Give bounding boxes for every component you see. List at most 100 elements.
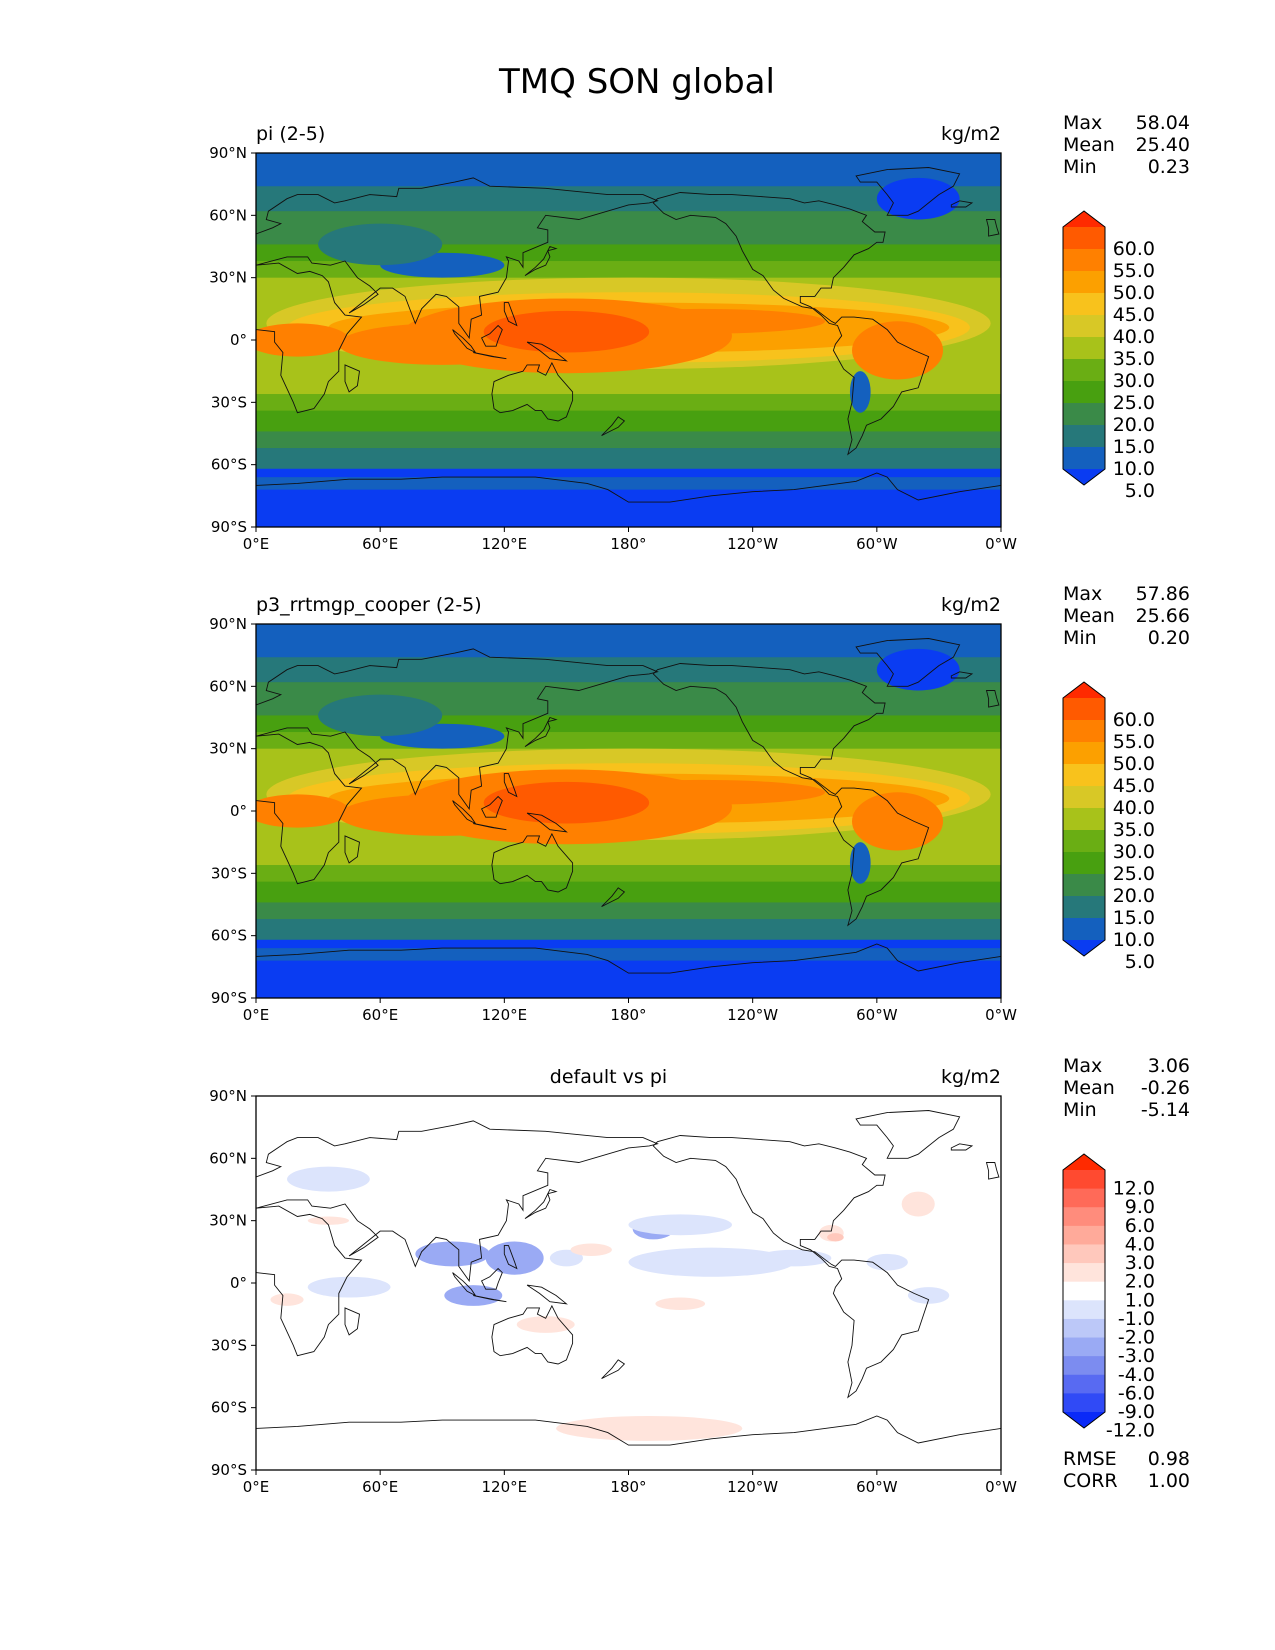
- colorbar-label: 1.0: [1125, 1289, 1155, 1311]
- negative-anomaly: [307, 1276, 391, 1298]
- map-panel: 0°E 60°E 120°E 180° 120°W 60°W 0°W 90°N 60°N 30°N…: [209, 1055, 1190, 1496]
- x-tick-label: 60°W: [856, 535, 898, 553]
- coastline: [985, 219, 1000, 237]
- y-tick-label: 60°S: [211, 1399, 247, 1417]
- colorbar-segment: [1063, 1225, 1105, 1245]
- field-blob: [318, 694, 443, 737]
- coastline: [855, 167, 961, 216]
- colorbar-label: 60.0: [1113, 709, 1155, 731]
- stat-label: Min: [1063, 156, 1097, 178]
- colorbar-label: 9.0: [1125, 1196, 1155, 1218]
- colorbar-label: 20.0: [1113, 414, 1155, 436]
- colorbar-label: -2.0: [1118, 1327, 1155, 1349]
- x-tick-label: 0°W: [985, 1006, 1017, 1024]
- stat-label: Min: [1063, 627, 1097, 649]
- colorbar-segment: [1063, 249, 1105, 272]
- colorbar-segment: [1063, 896, 1105, 919]
- map-field: [256, 624, 1001, 998]
- field-blob: [852, 321, 944, 380]
- y-tick-label: 60°S: [211, 927, 247, 945]
- colorbar-label: 55.0: [1113, 260, 1155, 282]
- y-tick-label: 30°N: [209, 1212, 247, 1230]
- colorbar-segment: [1063, 786, 1105, 809]
- colorbar-segment: [1063, 1263, 1105, 1283]
- positive-anomaly: [556, 1415, 743, 1441]
- x-tick-label: 0°E: [243, 535, 270, 553]
- coastline: [601, 887, 626, 908]
- stat-label: Max: [1063, 1055, 1102, 1077]
- warm-pool-core: [483, 781, 650, 824]
- positive-anomaly: [827, 1233, 844, 1242]
- colorbar-segment: [1063, 381, 1105, 404]
- coastline: [256, 177, 659, 414]
- colorbar-segment: [1063, 742, 1105, 765]
- coastline: [344, 835, 360, 864]
- negative-anomaly: [628, 1247, 795, 1277]
- x-tick-label: 0°E: [243, 1006, 270, 1024]
- coastline: [344, 364, 360, 393]
- colorbar-label: 3.0: [1125, 1252, 1155, 1274]
- colorbar-segment: [1063, 425, 1105, 448]
- map-field: [256, 153, 1001, 527]
- colorbar-segment: [1063, 1300, 1105, 1320]
- colorbar-extend-max: [1063, 1154, 1105, 1170]
- panels: 0°E 60°E 120°E 180° 120°W 60°W 0°W 90°N 60°N 30°N…: [209, 112, 1190, 1496]
- coastline: [480, 795, 503, 818]
- colorbar-segment: [1063, 1244, 1105, 1264]
- colorbar-label: 10.0: [1113, 458, 1155, 480]
- stat-label: Mean: [1063, 1077, 1115, 1099]
- coastline: [526, 1284, 568, 1305]
- colorbar-label: 60.0: [1113, 238, 1155, 260]
- coastline: [344, 1307, 360, 1336]
- colorbar-label: 5.0: [1125, 480, 1155, 502]
- x-tick-label: 0°W: [985, 535, 1017, 553]
- x-tick-label: 120°E: [482, 1006, 528, 1024]
- coastline: [950, 200, 974, 208]
- y-tick-label: 60°N: [209, 1149, 247, 1167]
- coastline: [256, 648, 659, 885]
- coastline: [601, 1359, 626, 1380]
- coastline: [256, 1120, 659, 1357]
- x-tick-label: 120°E: [482, 1478, 528, 1496]
- colorbar-label: 4.0: [1125, 1233, 1155, 1255]
- colorbar-label: -12.0: [1106, 1420, 1155, 1442]
- stat-value: 1.00: [1148, 1470, 1190, 1492]
- colorbar-segment: [1063, 1281, 1105, 1301]
- x-tick-label: 180°: [610, 1478, 646, 1496]
- y-tick-label: 0°: [230, 1274, 247, 1292]
- x-tick-label: 120°W: [727, 1006, 778, 1024]
- x-tick-label: 120°W: [727, 1478, 778, 1496]
- y-tick-label: 30°N: [209, 740, 247, 758]
- negative-anomaly: [907, 1287, 950, 1304]
- coastline: [491, 361, 574, 422]
- stat-value: 25.66: [1136, 605, 1190, 627]
- panel-units: kg/m2: [941, 123, 1001, 145]
- colorbar-label: 20.0: [1113, 885, 1155, 907]
- colorbar-label: 25.0: [1113, 863, 1155, 885]
- x-tick-label: 60°W: [856, 1006, 898, 1024]
- coastline: [855, 1110, 961, 1159]
- greenland-dry: [876, 177, 960, 220]
- colorbar-label: -6.0: [1118, 1382, 1155, 1404]
- colorbar-label: -9.0: [1118, 1401, 1155, 1423]
- y-tick-label: 60°S: [211, 456, 247, 474]
- panel-units: kg/m2: [941, 1066, 1001, 1088]
- negative-anomaly: [549, 1249, 583, 1267]
- coastline: [503, 773, 518, 798]
- colorbar-label: -1.0: [1118, 1308, 1155, 1330]
- negative-anomaly: [415, 1241, 490, 1267]
- x-tick-label: 180°: [610, 1006, 646, 1024]
- coastline: [526, 812, 568, 833]
- map-panel: 0°E 60°E 120°E 180° 120°W 60°W 0°W 90°N 60°N 30°N…: [209, 112, 1190, 553]
- colorbar: 60.055.050.045.040.035.030.025.020.015.0…: [1062, 681, 1155, 973]
- coastline: [503, 302, 518, 327]
- colorbar-segment: [1063, 874, 1105, 897]
- coastline: [256, 472, 1001, 527]
- y-tick-label: 90°S: [211, 989, 247, 1007]
- field-blob: [318, 223, 443, 266]
- y-tick-label: 0°: [230, 331, 247, 349]
- negative-anomaly: [444, 1285, 503, 1306]
- colorbar-label: 50.0: [1113, 753, 1155, 775]
- colorbar-segment: [1063, 403, 1105, 426]
- stat-label: RMSE: [1063, 1448, 1117, 1470]
